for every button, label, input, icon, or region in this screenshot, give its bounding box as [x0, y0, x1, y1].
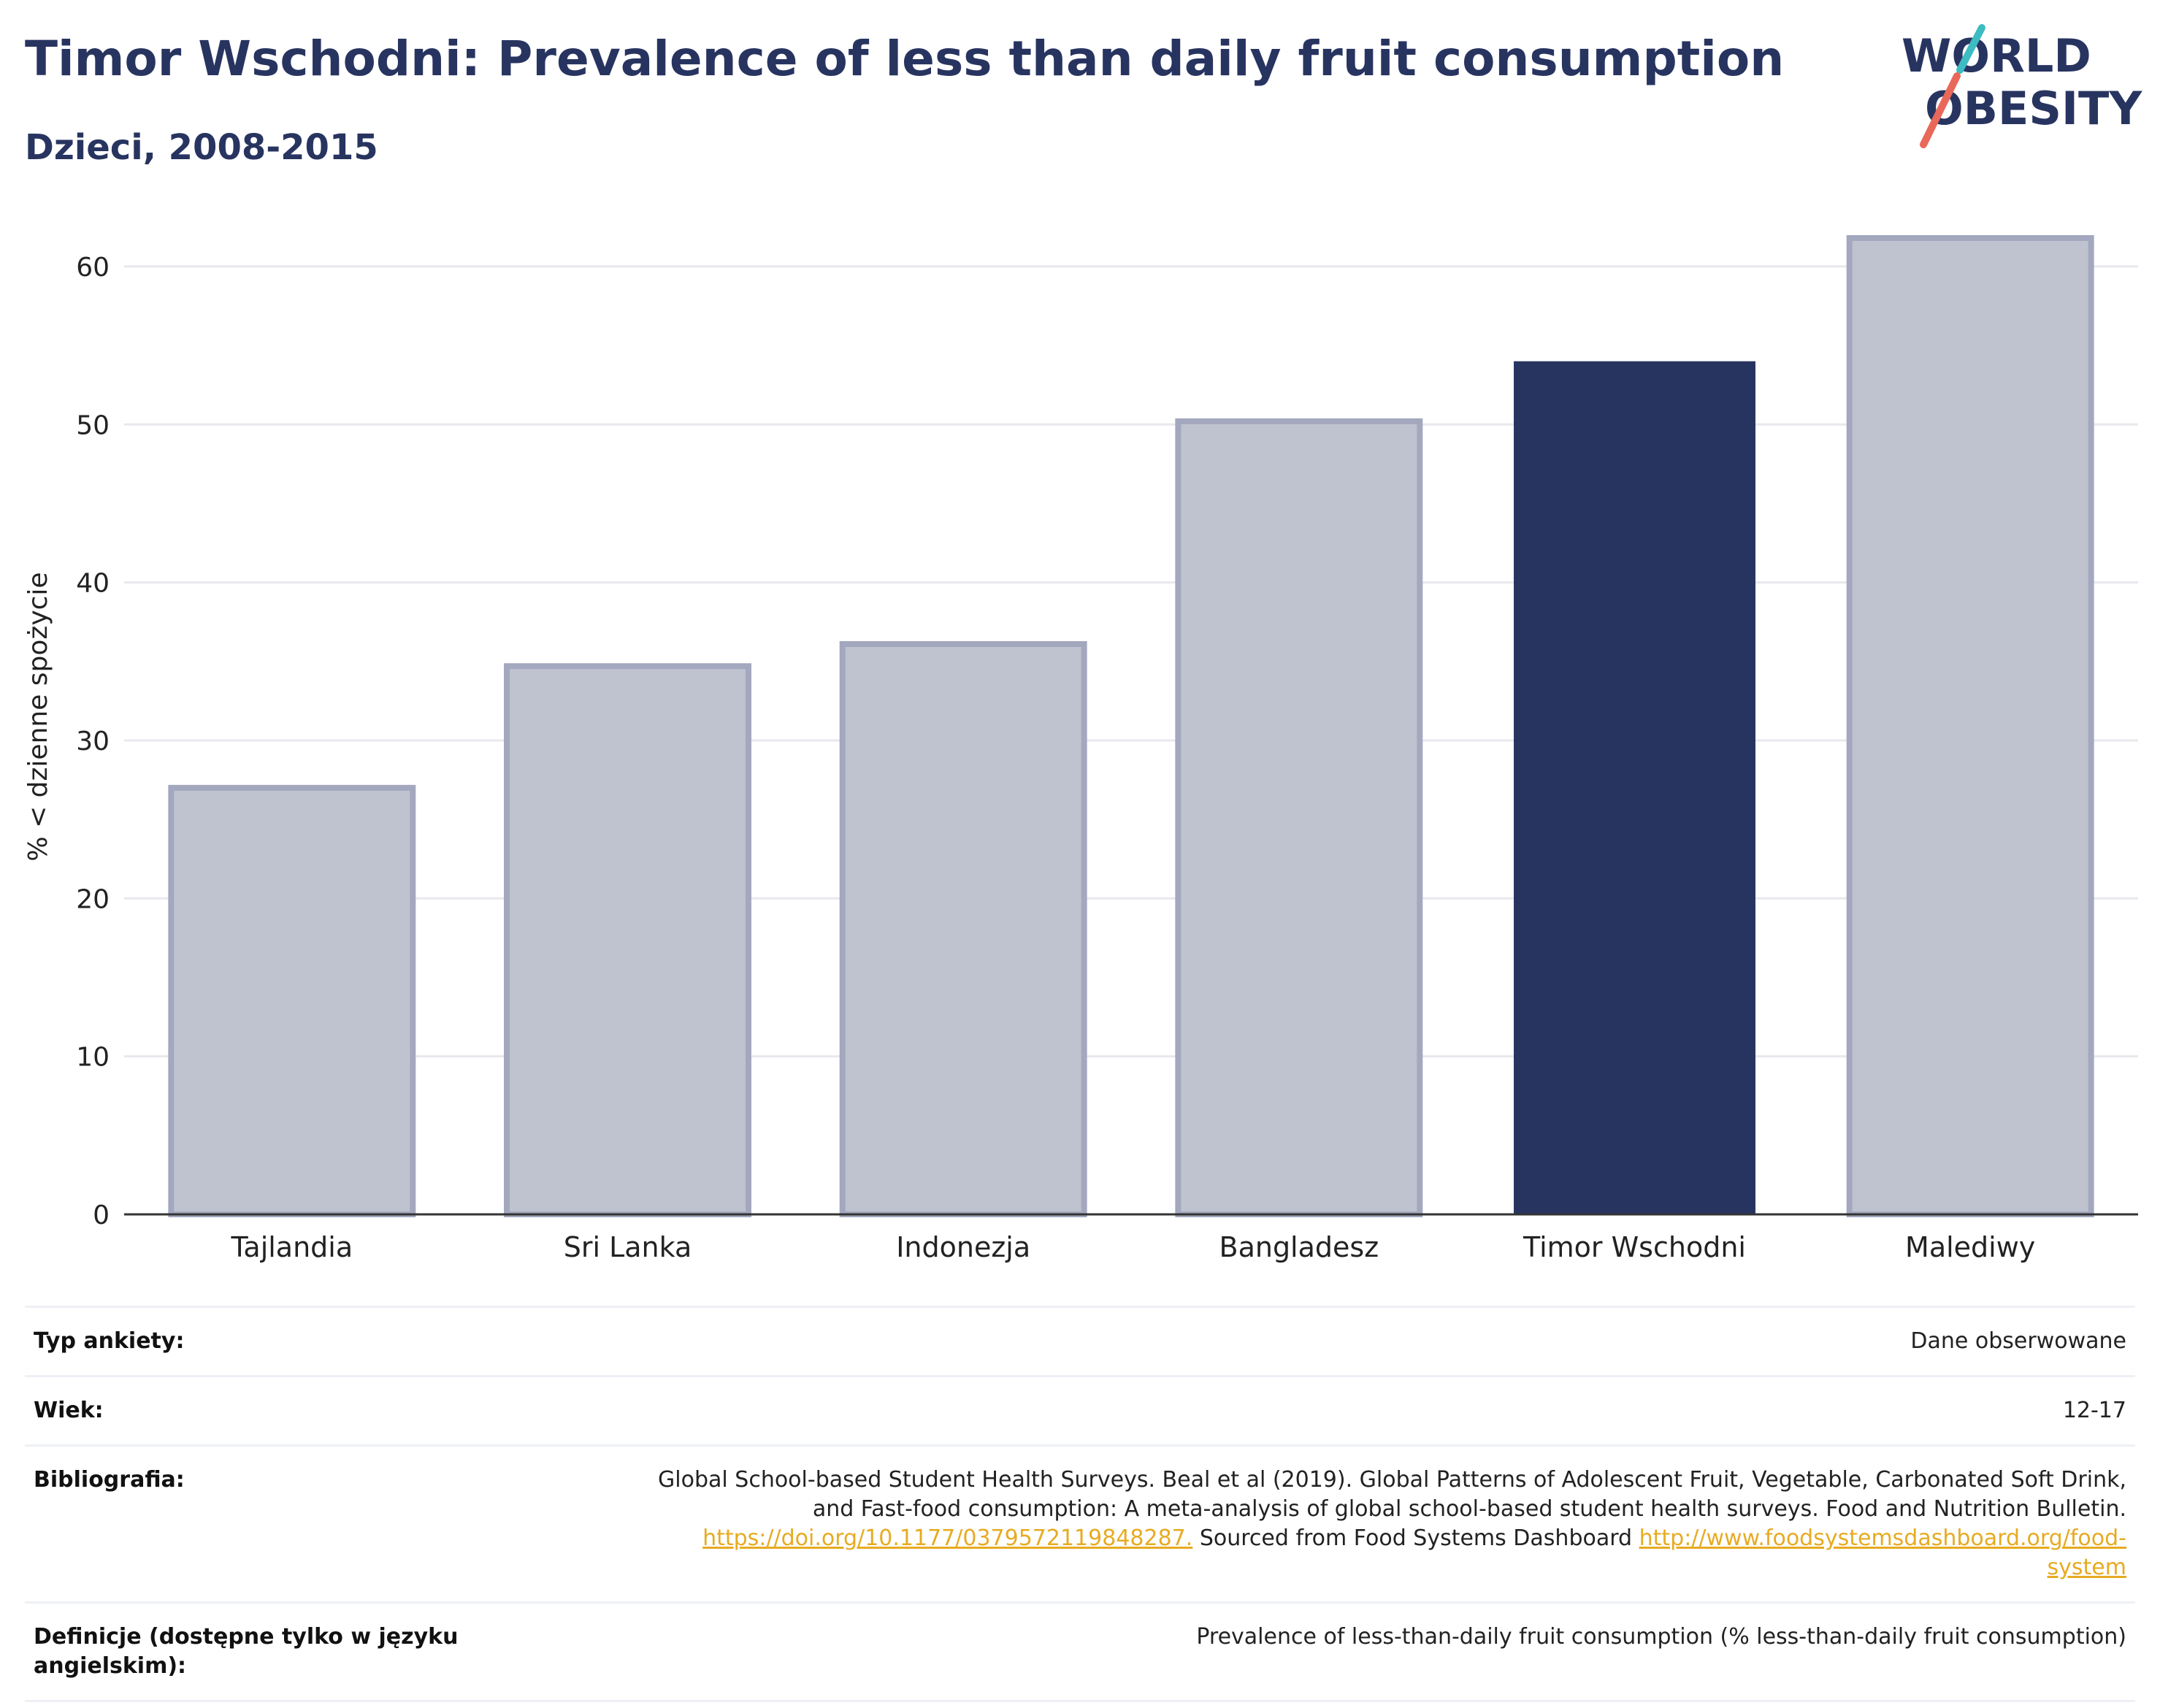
y-tick-labels: 0 10 20 30 40 50 60	[76, 253, 110, 1230]
bar	[1514, 361, 1755, 1214]
bar	[504, 663, 751, 1217]
meta-row-survey-type: Typ ankiety: Dane obserwowane	[25, 1306, 2135, 1375]
logo-line2: OBESITY	[1925, 82, 2142, 135]
meta-label: Typ ankiety:	[34, 1328, 185, 1354]
bar	[1175, 418, 1423, 1217]
y-axis-label: % < dzienne spożycie	[23, 572, 53, 861]
logo-red-stroke	[1920, 72, 1961, 148]
y-tick-label: 10	[76, 1043, 110, 1073]
bar	[168, 784, 416, 1218]
bar	[1846, 234, 2094, 1217]
meta-row-age: Wiek: 12-17	[25, 1375, 2135, 1444]
dashboard-link-continued[interactable]: system	[2047, 1555, 2126, 1580]
meta-value: Prevalence of less-than-daily fruit cons…	[1196, 1624, 2126, 1650]
x-tick-label: Timor Wschodni	[1523, 1231, 1746, 1263]
dashboard-link[interactable]: http://www.foodsystemsdashboard.org/food…	[1639, 1525, 2126, 1551]
x-tick-label: Tajlandia	[230, 1231, 353, 1263]
doi-link[interactable]: https://doi.org/10.1177/0379572119848287…	[702, 1525, 1193, 1551]
page-title: Timor Wschodni: Prevalence of less than …	[25, 31, 1785, 87]
definitions-label-line1: Definicje (dostępne tylko w języku	[34, 1624, 459, 1650]
x-tick-labels: Tajlandia Sri Lanka Indonezja Bangladesz Tim…	[230, 1231, 2035, 1263]
y-tick-label: 0	[93, 1200, 110, 1230]
y-tick-label: 50	[76, 410, 110, 440]
page-subtitle: Dzieci, 2008-2015	[25, 127, 378, 168]
meta-label: Bibliografia:	[34, 1467, 185, 1493]
meta-label: Wiek:	[34, 1398, 104, 1423]
y-tick-label: 30	[76, 727, 110, 757]
bibliography-line2: and Fast-food consumption: A meta-analys…	[812, 1496, 2126, 1522]
definitions-label-line2: angielskim):	[34, 1653, 187, 1679]
meta-row-bibliography: Bibliografia: Global School-based Studen…	[25, 1444, 2135, 1601]
meta-value: Dane obserwowane	[1910, 1328, 2126, 1354]
bar-chart: 0 10 20 30 40 50 60 Tajlandia Sri Lanka Indonezj…	[23, 234, 2138, 1263]
grid-lines	[124, 265, 2138, 1058]
meta-value: Global School-based Student Health Surve…	[658, 1466, 2126, 1582]
bibliography-source-text: Sourced from Food Systems Dashboard	[1192, 1525, 1639, 1551]
y-tick-label: 20	[76, 884, 110, 914]
x-tick-label: Bangladesz	[1219, 1231, 1379, 1263]
bar	[839, 640, 1087, 1217]
meta-value: 12-17	[2062, 1398, 2126, 1423]
bibliography-line1: Global School-based Student Health Surve…	[658, 1467, 2126, 1493]
logo-line1: WORLD	[1902, 29, 2091, 83]
x-tick-label: Indonezja	[896, 1231, 1030, 1263]
logo-teal-stroke	[1956, 24, 1985, 74]
meta-label: Definicje (dostępne tylko w języku angie…	[34, 1623, 486, 1681]
meta-row-definitions: Definicje (dostępne tylko w języku angie…	[25, 1601, 2135, 1702]
world-obesity-logo: WORLD OBESITY	[1902, 24, 2142, 148]
y-tick-label: 60	[76, 253, 110, 283]
y-tick-label: 40	[76, 569, 110, 599]
x-tick-label: Malediwy	[1905, 1231, 2035, 1263]
metadata-table: Typ ankiety: Dane obserwowane Wiek: 12-1…	[25, 1306, 2135, 1702]
x-tick-label: Sri Lanka	[564, 1231, 692, 1263]
bars	[168, 234, 2094, 1218]
